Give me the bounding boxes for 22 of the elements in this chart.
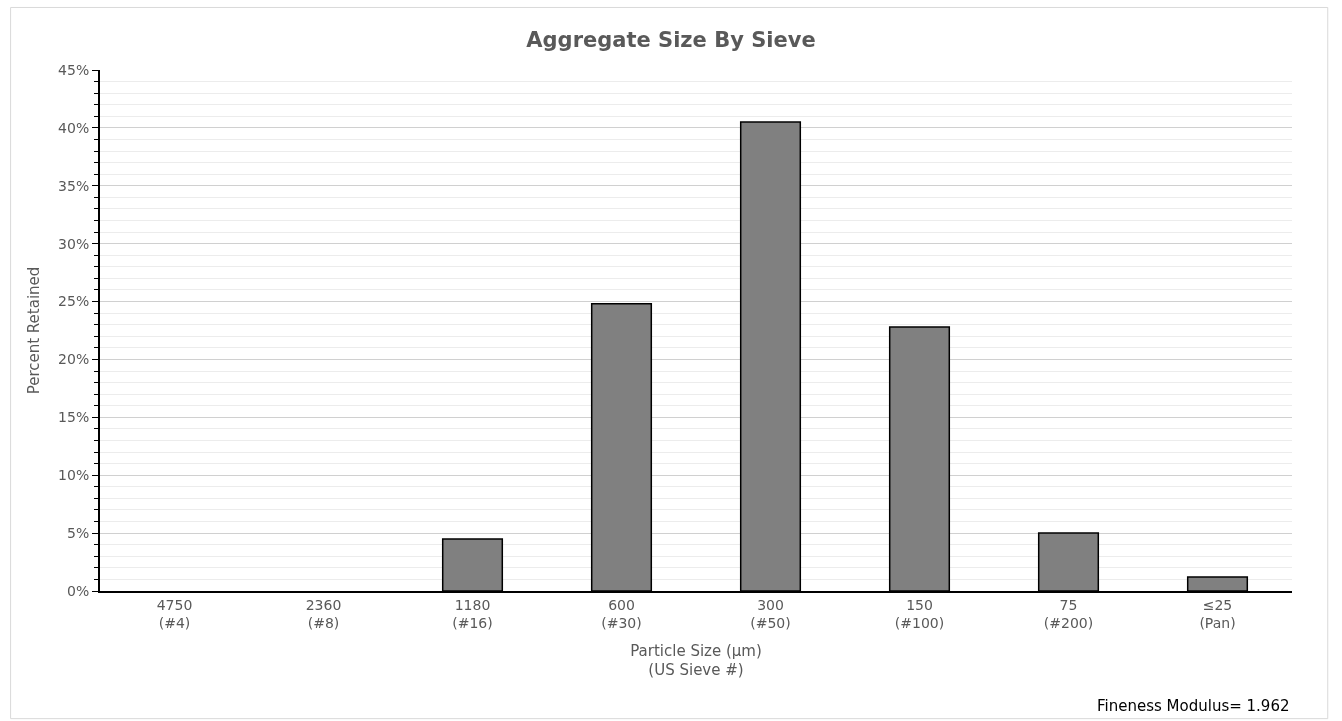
x-tick-label: ≤25 (Pan) [1199,596,1236,631]
y-tick-label: 45% [58,61,90,78]
x-tick-label: 600 (#30) [601,596,642,631]
y-tick-label: 0% [66,582,90,599]
y-tick-label: 35% [58,177,90,194]
x-tick-label: 300 (#50) [750,596,791,631]
y-axis-title: Percent Retained [24,266,43,395]
y-tick-label: 25% [58,293,90,310]
x-tick-label: 4750 (#4) [156,596,193,631]
y-tick-label: 10% [58,467,90,484]
y-tick-label: 20% [58,351,90,368]
y-tick-label: 15% [58,409,90,426]
x-tick-label: 1180 (#16) [452,596,493,631]
x-axis-title: Particle Size (µm) (US Sieve #) [630,641,762,679]
y-tick-label: 40% [58,119,90,136]
x-tick-label: 75 (#200) [1043,596,1094,631]
y-tick-label: 5% [66,525,90,542]
x-tick-label: 150 (#100) [894,596,945,631]
x-tick-label: 2360 (#8) [305,596,342,631]
chart-title: Aggregate Size By Sieve [526,28,816,53]
y-tick-label: 30% [58,235,90,252]
text: Fineness Modulus= 1.962 [1097,697,1290,715]
